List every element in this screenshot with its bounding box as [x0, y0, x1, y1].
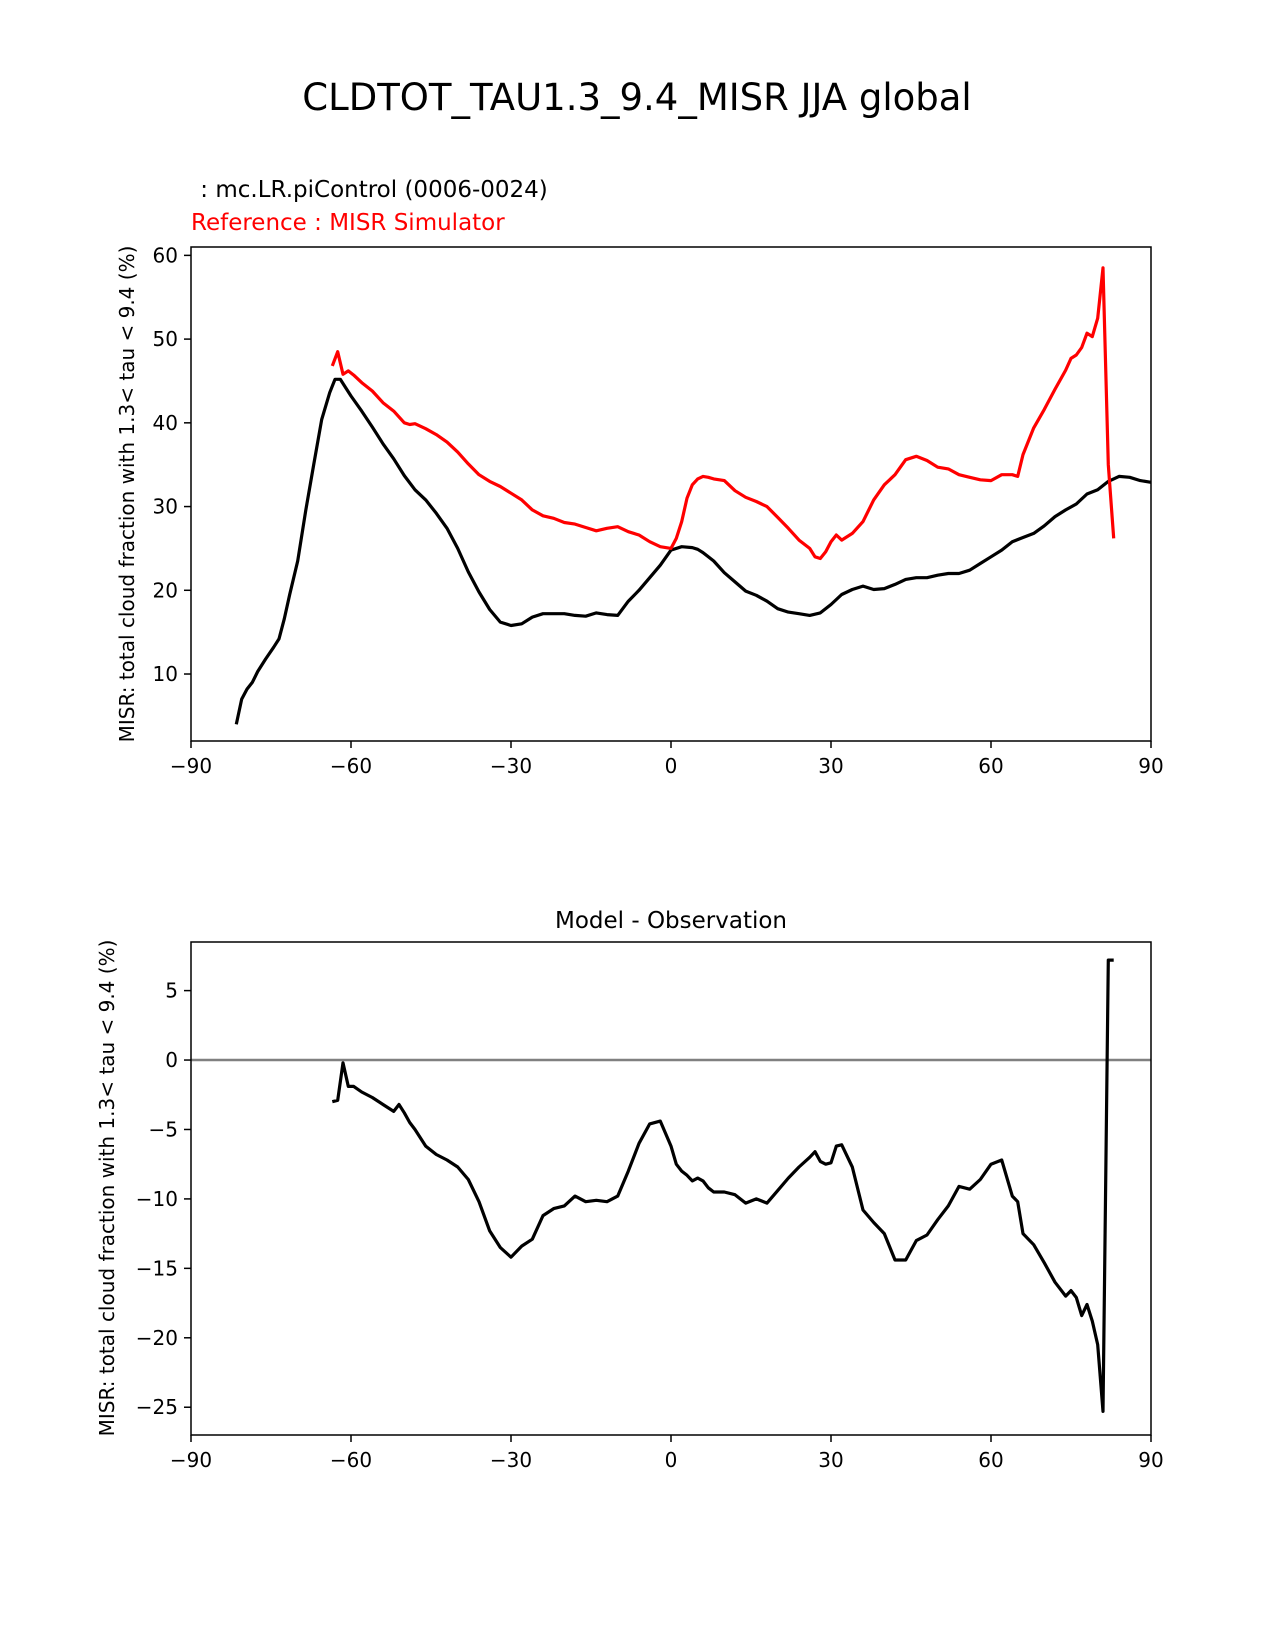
top-axes-frame: [190, 246, 1152, 742]
top-xtick-label: 60: [978, 754, 1003, 778]
top-x-axis: −90 −60 −30 0 30 60 90: [170, 741, 1164, 778]
figure-title: CLDTOT_TAU1.3_9.4_MISR JJA global: [302, 76, 971, 119]
top-reference-series-line: [330, 266, 1116, 561]
bottom-chart-title: Model - Observation: [555, 908, 787, 934]
top-ytick-label: 60: [153, 243, 178, 267]
top-chart-reference-title: Reference : MISR Simulator: [191, 210, 505, 236]
top-model-series-line: [234, 377, 1152, 725]
top-xtick-label: −30: [490, 754, 532, 778]
bottom-ytick-label: −5: [149, 1117, 178, 1141]
bottom-ytick-label: −10: [136, 1187, 178, 1211]
top-plot-area: [234, 266, 1152, 725]
top-xtick-label: −90: [170, 754, 212, 778]
top-xtick-label: −60: [330, 754, 372, 778]
top-xtick-label: 30: [818, 754, 843, 778]
bottom-x-axis: −90 −60 −30 0 30 60 90: [170, 1435, 1164, 1472]
top-ytick-label: 10: [153, 662, 178, 686]
bottom-ytick-label: −25: [136, 1395, 178, 1419]
bottom-xtick-label: 30: [818, 1448, 843, 1472]
bottom-plot-area: [191, 958, 1151, 1414]
top-y-axis: 10 20 30 40 50 60: [153, 243, 191, 686]
top-chart-ylabel: MISR: total cloud fraction with 1.3< tau…: [115, 246, 139, 743]
bottom-ytick-label: 5: [165, 979, 178, 1003]
top-ytick-label: 40: [153, 411, 178, 435]
bottom-axes-frame: [190, 941, 1152, 1436]
bottom-y-axis: 5 0 −5 −10 −15 −20 −25: [136, 979, 191, 1419]
bottom-chart-ylabel: MISR: total cloud fraction with 1.3< tau…: [95, 940, 119, 1437]
bottom-difference-series-line: [331, 958, 1114, 1414]
bottom-ytick-label: 0: [165, 1048, 178, 1072]
top-chart-model-title: : mc.LR.piControl (0006-0024): [193, 177, 548, 203]
bottom-xtick-label: 60: [978, 1448, 1003, 1472]
bottom-ytick-label: −20: [136, 1326, 178, 1350]
top-xtick-label: 90: [1138, 754, 1163, 778]
bottom-xtick-label: 90: [1138, 1448, 1163, 1472]
top-ytick-label: 50: [153, 327, 178, 351]
top-ytick-label: 30: [153, 495, 178, 519]
bottom-xtick-label: −90: [170, 1448, 212, 1472]
bottom-xtick-label: −60: [330, 1448, 372, 1472]
top-chart: : mc.LR.piControl (0006-0024) Reference …: [115, 177, 1164, 778]
top-xtick-label: 0: [665, 754, 678, 778]
bottom-chart: Model - Observation MISR: total cloud fr…: [95, 908, 1164, 1472]
bottom-xtick-label: 0: [665, 1448, 678, 1472]
top-ytick-label: 20: [153, 578, 178, 602]
bottom-ytick-label: −15: [136, 1256, 178, 1280]
bottom-xtick-label: −30: [490, 1448, 532, 1472]
